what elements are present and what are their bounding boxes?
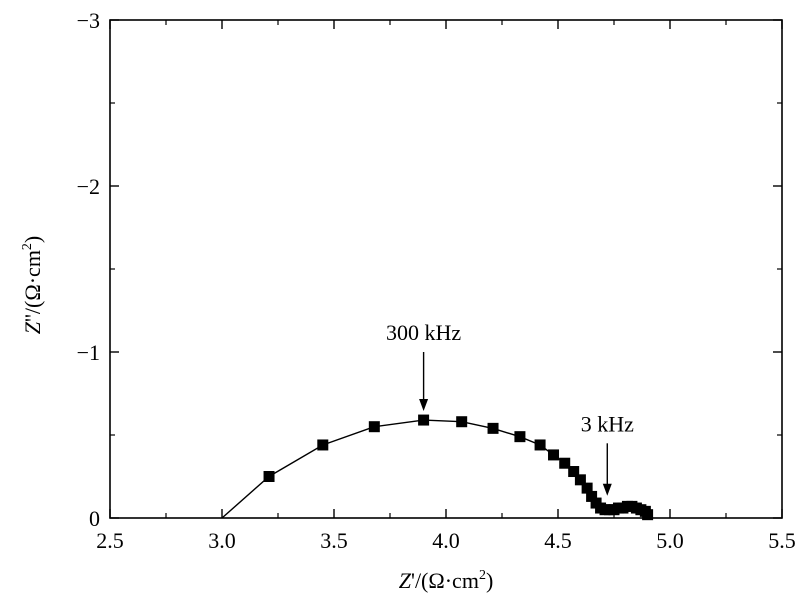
x-axis-title-sup: 2 [479,568,486,583]
annotation-label: 3 kHz [581,411,634,436]
y-axis-title-var: Z [20,321,45,334]
data-point [568,466,580,478]
data-point [548,449,560,461]
y-axis-title-mark: '' [20,314,45,322]
y-axis-ticks: 0 −1 −2 −3 [77,8,782,531]
data-point [487,422,499,434]
annotation-label: 300 kHz [386,320,461,345]
x-axis-title-var: Z [399,568,412,593]
x-axis-title-unit: /(Ω·cm [415,568,479,593]
data-point [514,431,526,443]
y-axis-title-unit: /(Ω·cm [20,250,45,314]
data-point [368,421,380,433]
x-axis-title-mark: ' [411,568,415,593]
y-tick-label: −3 [77,8,100,33]
annotation-arrow-head [602,483,612,496]
y-axis-title-sup: 2 [20,243,35,250]
data-point [559,457,571,469]
annotations: 300 kHz 3 kHz [386,320,634,496]
x-tick-label: 3.0 [208,528,236,553]
series-markers [263,414,654,521]
plot-area: 2.5 3.0 3.5 4.0 4.5 5.0 5.5 0 −1 −2 −3 300 kHz 3 k… [77,8,796,553]
x-axis-ticks: 2.5 3.0 3.5 4.0 4.5 5.0 5.5 [96,20,796,553]
x-axis-title-close: ) [486,568,493,593]
y-axis-title: Z''/(Ω·cm2) [20,236,45,335]
y-tick-label: −2 [77,174,100,199]
data-point [586,490,598,502]
x-tick-label: 5.5 [768,528,796,553]
annotation-arrow-head [419,399,429,412]
data-point [642,509,654,521]
y-axis-title-close: ) [20,236,45,243]
x-axis-title: Z'/(Ω·cm2) [399,568,494,593]
data-point [263,471,275,482]
data-point [418,414,430,426]
data-point [317,439,329,451]
x-tick-label: 2.5 [96,528,124,553]
y-tick-label: −1 [77,340,100,365]
x-tick-label: 5.0 [656,528,684,553]
x-tick-label: 3.5 [320,528,348,553]
x-tick-label: 4.0 [432,528,460,553]
data-point [581,482,593,494]
plot-frame [109,19,783,519]
x-tick-label: 4.5 [544,528,572,553]
data-point [534,439,546,451]
data-point [574,474,586,486]
y-tick-label: 0 [89,506,100,531]
data-point [456,416,468,428]
